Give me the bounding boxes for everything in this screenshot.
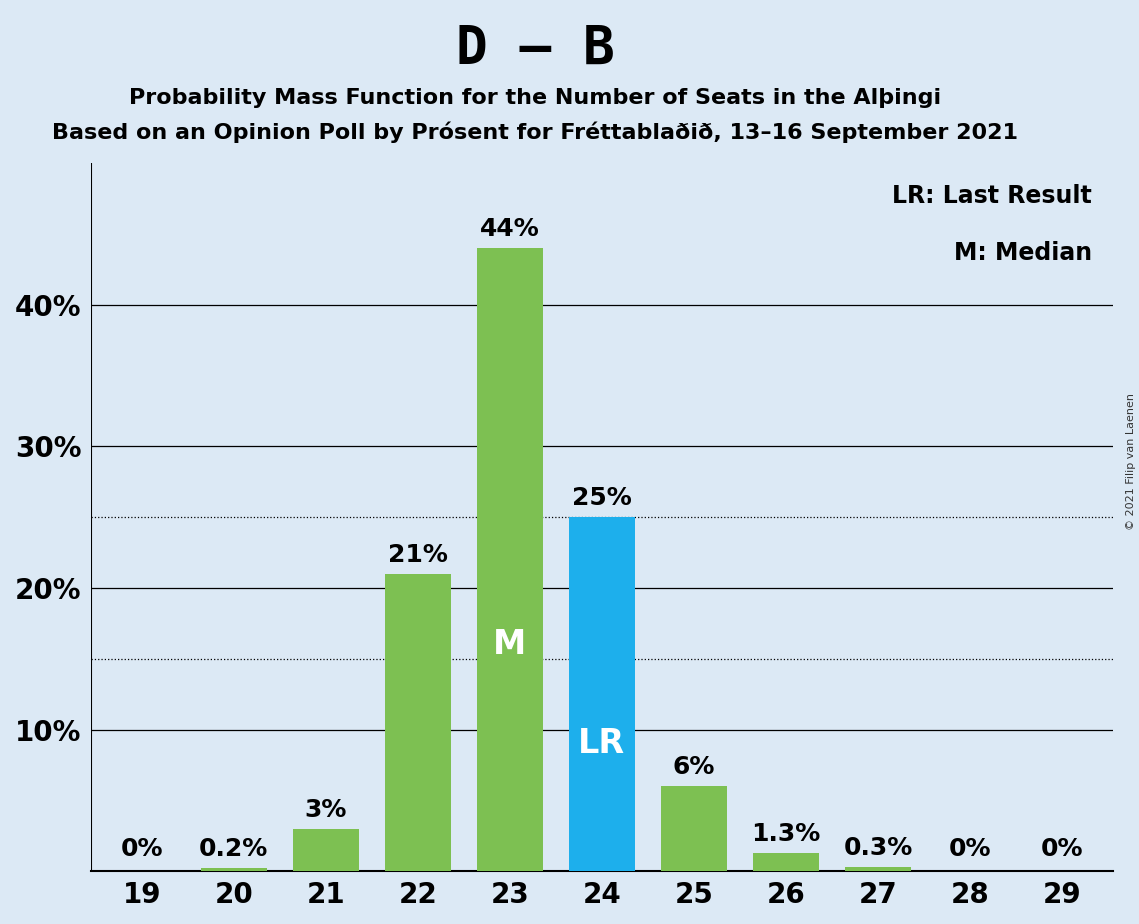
Text: LR: LR — [579, 727, 625, 760]
Text: 0%: 0% — [121, 837, 163, 861]
Bar — [753, 853, 819, 871]
Text: 44%: 44% — [480, 217, 540, 241]
Text: M: Median: M: Median — [954, 241, 1092, 265]
Bar — [200, 869, 267, 871]
Text: Probability Mass Function for the Number of Seats in the Alþingi: Probability Mass Function for the Number… — [129, 88, 942, 108]
Text: 6%: 6% — [673, 755, 715, 779]
Bar — [293, 829, 359, 871]
Text: 0%: 0% — [1041, 837, 1083, 861]
Text: Based on an Opinion Poll by Prósent for Fréttablaðið, 13–16 September 2021: Based on an Opinion Poll by Prósent for … — [52, 122, 1018, 143]
Text: 1.3%: 1.3% — [752, 821, 820, 845]
Text: M: M — [493, 628, 526, 661]
Text: 25%: 25% — [572, 486, 632, 510]
Text: 3%: 3% — [304, 797, 347, 821]
Bar — [661, 786, 727, 871]
Bar — [568, 517, 636, 871]
Text: 0.3%: 0.3% — [843, 836, 912, 860]
Text: D – B: D – B — [456, 23, 615, 75]
Text: 21%: 21% — [388, 542, 448, 566]
Bar — [385, 574, 451, 871]
Text: LR: Last Result: LR: Last Result — [893, 184, 1092, 208]
Text: 0%: 0% — [949, 837, 991, 861]
Bar — [477, 248, 543, 871]
Bar — [845, 867, 911, 871]
Text: 0.2%: 0.2% — [199, 837, 269, 861]
Text: © 2021 Filip van Laenen: © 2021 Filip van Laenen — [1126, 394, 1136, 530]
